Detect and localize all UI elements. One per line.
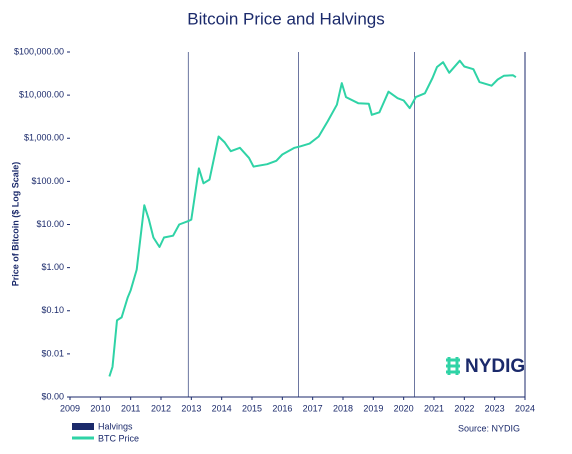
y-tick-label: $1,000.00 bbox=[24, 133, 64, 143]
legend-swatch bbox=[72, 423, 94, 430]
legend-label: BTC Price bbox=[98, 433, 139, 443]
y-tick-label: $0.10 bbox=[41, 305, 64, 315]
logo-text: NYDIG bbox=[465, 356, 525, 377]
x-tick-label: 2013 bbox=[181, 403, 201, 413]
x-tick-label: 2010 bbox=[90, 403, 110, 413]
price-line bbox=[108, 59, 517, 377]
x-tick-label: 2012 bbox=[151, 403, 171, 413]
x-tick-label: 2018 bbox=[333, 403, 353, 413]
x-tick-label: 2011 bbox=[121, 403, 140, 413]
source: Source: NYDIG bbox=[458, 423, 520, 433]
legend-label: Halvings bbox=[98, 421, 133, 431]
y-tick-label: $10.00 bbox=[36, 219, 64, 229]
y-tick-label: $0.01 bbox=[41, 348, 64, 358]
x-tick-label: 2019 bbox=[363, 403, 383, 413]
y-axis-label: Price of Bitcoin ($ Log Scale) bbox=[10, 162, 20, 287]
x-tick-label: 2024 bbox=[515, 403, 535, 413]
logo-icon bbox=[446, 357, 460, 375]
x-tick-label: 2017 bbox=[303, 403, 323, 413]
y-tick-label: $10,000.00 bbox=[19, 90, 64, 100]
y-tick-label: $100.00 bbox=[31, 176, 64, 186]
logo: NYDIG bbox=[446, 356, 525, 377]
x-tick-label: 2014 bbox=[212, 403, 232, 413]
x-tick-label: 2023 bbox=[485, 403, 505, 413]
y-tick-label: $0.00 bbox=[41, 391, 64, 401]
x-tick-label: 2009 bbox=[60, 403, 80, 413]
x-tick-label: 2015 bbox=[242, 403, 262, 413]
x-tick-label: 2020 bbox=[394, 403, 414, 413]
y-tick-label: $100,000.00 bbox=[14, 46, 64, 56]
x-tick-label: 2021 bbox=[424, 403, 444, 413]
y-tick-label: $1.00 bbox=[41, 262, 64, 272]
chart-title: Bitcoin Price and Halvings bbox=[187, 9, 384, 28]
x-tick-label: 2016 bbox=[272, 403, 292, 413]
x-tick-label: 2022 bbox=[454, 403, 474, 413]
